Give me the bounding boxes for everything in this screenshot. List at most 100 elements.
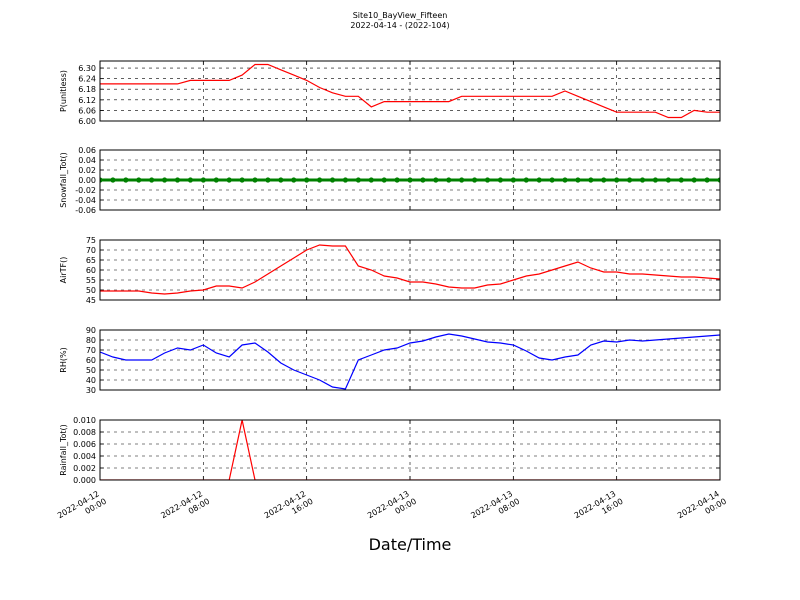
data-point [484, 177, 491, 183]
data-point [149, 177, 155, 183]
data-point [536, 177, 542, 183]
data-point [342, 177, 349, 183]
x-tick-label: 2022-04-12 00:00 [56, 488, 108, 529]
y-axis-label: P(unitless) [59, 70, 68, 112]
data-point [510, 177, 516, 183]
panel-frame [99, 149, 721, 211]
data-point [174, 177, 181, 183]
y-tick-label: 60 [86, 266, 96, 275]
data-point [161, 177, 168, 183]
y-tick-label: 50 [86, 366, 96, 375]
data-point [639, 177, 646, 183]
data-point [200, 177, 206, 183]
data-point [110, 177, 116, 183]
data-point [497, 177, 504, 183]
y-tick-label: 0.006 [73, 440, 96, 449]
data-point [446, 177, 452, 183]
data-point [316, 177, 323, 183]
data-point [187, 177, 194, 183]
y-tick-label: 75 [86, 236, 96, 245]
y-tick-label: 0.00 [78, 176, 96, 185]
y-tick-label: 6.00 [78, 117, 96, 126]
x-tick-label: 2022-04-14 00:00 [676, 488, 728, 529]
data-point [329, 177, 336, 183]
data-point [665, 177, 671, 183]
y-tick-label: 80 [86, 336, 96, 345]
data-point [588, 177, 594, 183]
y-tick-label: -0.04 [75, 196, 96, 205]
data-point [614, 177, 620, 183]
y-tick-label: 6.30 [78, 64, 96, 73]
data-point [213, 177, 219, 183]
data-point [691, 177, 697, 183]
y-tick-label: 30 [86, 386, 96, 395]
data-point [394, 177, 400, 183]
x-tick-label: 2022-04-12 08:00 [159, 488, 211, 529]
data-line [100, 333, 720, 390]
data-point [136, 177, 142, 183]
data-point [304, 177, 310, 183]
data-point [678, 177, 684, 183]
y-tick-label: 0.004 [73, 452, 96, 461]
y-tick-label: 0.010 [73, 416, 96, 425]
data-point [549, 177, 555, 183]
y-tick-label: 90 [86, 326, 96, 335]
data-point [278, 177, 284, 183]
y-axis-label: RH(%) [59, 347, 68, 372]
panel-frame [99, 60, 721, 122]
y-tick-label: 0.06 [78, 146, 96, 155]
y-tick-label: 45 [86, 296, 96, 305]
panel-data [100, 244, 720, 295]
data-point [575, 177, 581, 183]
panel-frame [99, 329, 721, 391]
data-line [100, 244, 720, 295]
y-tick-label: 0.008 [73, 428, 96, 437]
y-tick-label: 0.002 [73, 464, 96, 473]
y-axis-label: AirTF() [59, 257, 68, 284]
y-tick-label: 50 [86, 286, 96, 295]
y-tick-label: -0.02 [75, 186, 96, 195]
data-point [626, 177, 633, 183]
data-point [100, 177, 103, 183]
y-axis-label: Snowfall_Tot() [59, 152, 68, 208]
data-point [291, 177, 297, 183]
data-point [523, 177, 529, 183]
y-tick-label: 70 [86, 346, 96, 355]
chart-title: Site10_BayView_Fifteen [353, 11, 448, 20]
data-point [420, 177, 426, 183]
y-tick-label: 55 [86, 276, 96, 285]
y-tick-label: 6.12 [78, 96, 96, 105]
data-point [407, 177, 413, 183]
y-tick-label: 0.04 [78, 156, 96, 165]
data-point [355, 177, 361, 183]
y-tick-label: 0.000 [73, 476, 96, 485]
data-point [562, 177, 568, 183]
panel-data [100, 63, 720, 119]
y-tick-label: 60 [86, 356, 96, 365]
data-point [459, 177, 465, 183]
panel-frame [99, 419, 721, 481]
data-point [226, 177, 232, 183]
x-tick-label: 2022-04-13 16:00 [573, 488, 625, 529]
data-point [368, 177, 374, 183]
data-point [717, 177, 720, 183]
x-tick-label: 2022-04-13 00:00 [366, 488, 418, 529]
y-tick-label: 6.24 [78, 75, 96, 84]
panel-data [100, 333, 720, 390]
x-axis-label: Date/Time [369, 535, 452, 554]
chart-subtitle: 2022-04-14 - (2022-104) [350, 21, 449, 30]
y-tick-label: 40 [86, 376, 96, 385]
data-point [601, 177, 607, 183]
data-point [433, 177, 439, 183]
data-point [652, 177, 659, 183]
data-point [471, 177, 478, 183]
data-line [100, 63, 720, 119]
panel-frame [99, 239, 721, 301]
x-tick-label: 2022-04-12 16:00 [263, 488, 315, 529]
y-tick-label: 0.02 [78, 166, 96, 175]
data-point [265, 177, 271, 183]
y-tick-label: -0.06 [75, 206, 96, 215]
data-point [123, 177, 129, 183]
data-point [381, 177, 387, 183]
